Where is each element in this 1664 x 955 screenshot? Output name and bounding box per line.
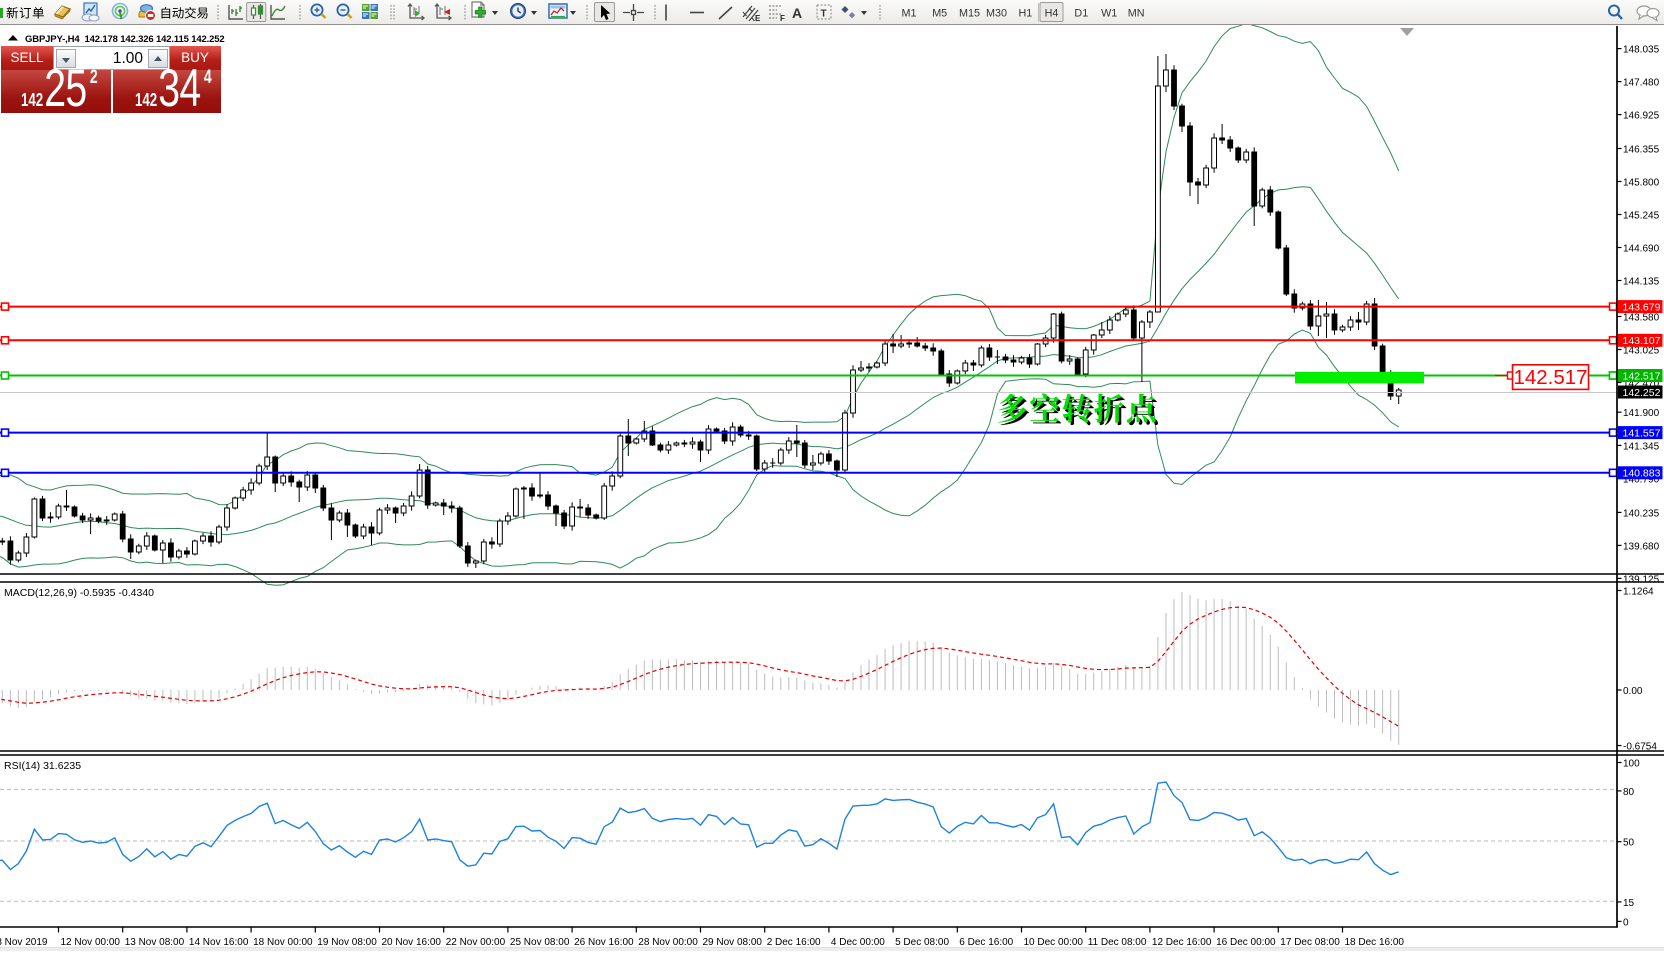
- svg-text:100: 100: [1623, 759, 1640, 770]
- svg-text:142.517: 142.517: [1513, 366, 1587, 389]
- svg-text:15: 15: [1623, 898, 1635, 909]
- svg-text:139.125: 139.125: [1623, 574, 1660, 585]
- svg-text:146.355: 146.355: [1623, 145, 1660, 156]
- svg-text:148.035: 148.035: [1623, 45, 1660, 56]
- svg-text:141.900: 141.900: [1623, 408, 1660, 419]
- svg-text:50: 50: [1623, 838, 1635, 849]
- svg-text:142.470: 142.470: [1623, 379, 1660, 390]
- svg-text:143.679: 143.679: [1623, 301, 1661, 313]
- svg-text:M5: M5: [932, 8, 947, 20]
- svg-text:26 Nov 16:00: 26 Nov 16:00: [574, 937, 634, 948]
- svg-text:MACD(12,26,9) -0.5935 -0.4340: MACD(12,26,9) -0.5935 -0.4340: [4, 587, 154, 599]
- svg-text:13 Nov 08:00: 13 Nov 08:00: [125, 937, 185, 948]
- svg-text:146.925: 146.925: [1623, 111, 1660, 122]
- svg-text:29 Nov 08:00: 29 Nov 08:00: [703, 937, 763, 948]
- svg-text:5 Dec 08:00: 5 Dec 08:00: [895, 937, 949, 948]
- svg-text:19 Nov 08:00: 19 Nov 08:00: [317, 937, 377, 948]
- svg-text:143.107: 143.107: [1623, 335, 1661, 347]
- svg-text:W1: W1: [1101, 8, 1117, 20]
- svg-text:25 Nov 08:00: 25 Nov 08:00: [510, 937, 570, 948]
- svg-text:28 Nov 00:00: 28 Nov 00:00: [638, 937, 698, 948]
- svg-text:143.025: 143.025: [1623, 346, 1660, 357]
- svg-text:0.00: 0.00: [1623, 686, 1643, 697]
- svg-text:145.245: 145.245: [1623, 211, 1660, 222]
- svg-text:144.690: 144.690: [1623, 244, 1660, 255]
- svg-text:H4: H4: [1045, 8, 1059, 20]
- svg-text:17 Dec 08:00: 17 Dec 08:00: [1280, 937, 1340, 948]
- svg-text:80: 80: [1623, 787, 1635, 798]
- svg-text:140.883: 140.883: [1623, 468, 1661, 480]
- svg-text:10 Dec 00:00: 10 Dec 00:00: [1024, 937, 1084, 948]
- svg-text:E: E: [755, 14, 761, 23]
- svg-text:140.790: 140.790: [1623, 474, 1660, 485]
- svg-text:M30: M30: [986, 8, 1007, 20]
- svg-text:F: F: [780, 14, 785, 23]
- svg-text:16 Dec 00:00: 16 Dec 00:00: [1216, 937, 1276, 948]
- svg-text:H1: H1: [1018, 8, 1032, 20]
- svg-text:4 Dec 00:00: 4 Dec 00:00: [831, 937, 885, 948]
- svg-text:RSI(14) 31.6235: RSI(14) 31.6235: [4, 760, 81, 772]
- svg-text:20 Nov 16:00: 20 Nov 16:00: [382, 937, 442, 948]
- svg-text:22 Nov 00:00: 22 Nov 00:00: [446, 937, 506, 948]
- svg-text:6 Dec 16:00: 6 Dec 16:00: [959, 937, 1013, 948]
- svg-text:145.800: 145.800: [1623, 178, 1660, 189]
- svg-text:147.480: 147.480: [1623, 78, 1660, 89]
- svg-text:0: 0: [1623, 917, 1629, 928]
- svg-text:MN: MN: [1128, 8, 1145, 20]
- svg-text:143.580: 143.580: [1623, 313, 1660, 324]
- svg-text:144.135: 144.135: [1623, 277, 1660, 288]
- svg-text:1.1264: 1.1264: [1623, 587, 1654, 598]
- svg-text:8 Nov 2019: 8 Nov 2019: [0, 937, 48, 948]
- svg-text:11 Dec 08:00: 11 Dec 08:00: [1088, 937, 1147, 948]
- svg-text:141.557: 141.557: [1623, 427, 1661, 439]
- svg-text:18 Nov 00:00: 18 Nov 00:00: [253, 937, 313, 948]
- svg-text:142.517: 142.517: [1623, 370, 1661, 382]
- svg-text:12 Nov 00:00: 12 Nov 00:00: [61, 937, 121, 948]
- svg-text:D1: D1: [1074, 8, 1088, 20]
- svg-text:140.235: 140.235: [1623, 508, 1660, 519]
- svg-text:142.252: 142.252: [1623, 387, 1661, 399]
- svg-text:18 Dec 16:00: 18 Dec 16:00: [1345, 937, 1405, 948]
- svg-text:14 Nov 16:00: 14 Nov 16:00: [189, 937, 249, 948]
- svg-text:M1: M1: [902, 8, 917, 20]
- svg-text:12 Dec 16:00: 12 Dec 16:00: [1152, 937, 1212, 948]
- svg-text:GBPJPY-,H4 142.178 142.326 14: GBPJPY-,H4 142.178 142.326 142.115 142.2…: [25, 34, 225, 45]
- svg-text:139.680: 139.680: [1623, 541, 1660, 552]
- svg-text:-0.6754: -0.6754: [1623, 742, 1657, 753]
- svg-text:A: A: [792, 5, 802, 21]
- svg-text:M15: M15: [959, 8, 980, 20]
- svg-text:141.345: 141.345: [1623, 441, 1660, 452]
- svg-text:T: T: [821, 9, 827, 20]
- svg-text:2 Dec 16:00: 2 Dec 16:00: [767, 937, 821, 948]
